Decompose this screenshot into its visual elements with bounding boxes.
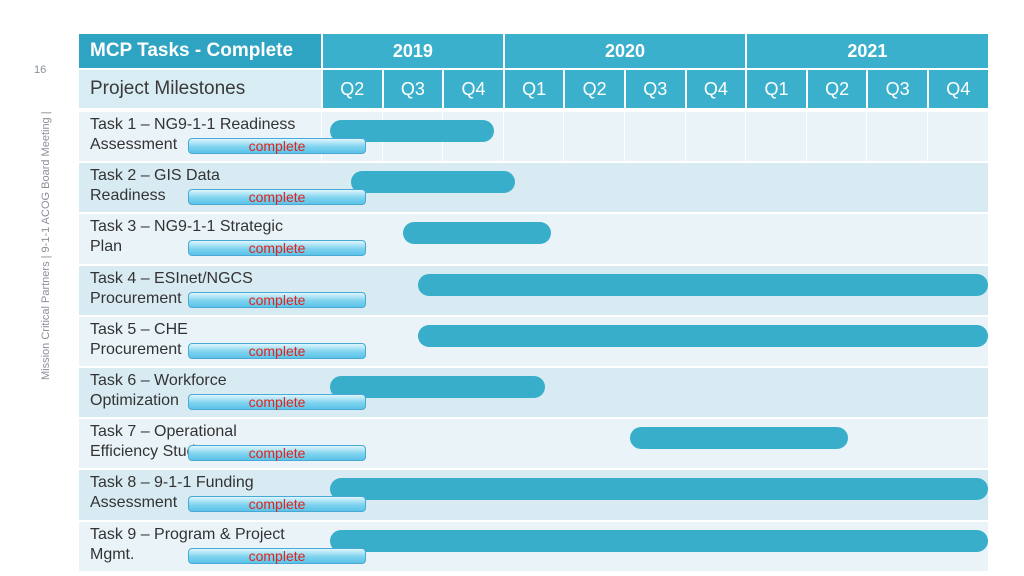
task-bar [417,324,988,347]
quarter-header: Q4 [684,70,746,108]
quarter-header: Q4 [442,70,503,108]
quarter-header: Q3 [381,70,443,108]
year-header: 2021 [745,34,988,68]
quarter-header: Q3 [624,70,685,108]
status-badge: complete [188,496,366,513]
task-bar [351,171,515,194]
grid-line [987,110,989,571]
task-label: Task 1 – NG9-1-1 Readiness Assessment [90,116,296,153]
task-label: Task 6 – Workforce Optimization [90,372,227,409]
table-subtitle: Project Milestones [79,70,321,108]
status-badge: complete [188,189,366,206]
task-label: Task 5 – CHE Procurement [90,320,188,358]
quarter-header: Q2 [321,70,382,108]
quarter-header: Q1 [745,70,806,108]
status-badge: complete [188,240,366,257]
task-bar [330,478,988,501]
task-bar [630,427,849,450]
gantt-chart: MCP Tasks - Complete Project Milestones … [79,34,989,571]
quarter-header: Q4 [927,70,988,108]
status-badge: complete [188,342,366,359]
quarter-header: Q1 [502,70,564,108]
task-label: Task 7 – Operational Efficiency Study [90,423,237,461]
task-bar [417,273,988,296]
status-badge: complete [188,138,366,154]
quarter-header: Q3 [866,70,927,108]
status-badge: complete [188,445,366,462]
side-label: Mission Critical Partners | 9-1-1 ACOG B… [40,111,52,380]
page-number: 16 [34,64,47,76]
status-badge: complete [188,291,366,308]
quarter-header: Q2 [563,70,624,108]
status-badge: complete [188,394,366,410]
task-bar [402,222,552,245]
task-bar [330,120,494,142]
year-header: 2019 [321,34,503,68]
task-label: Task 3 – NG9-1-1 Strategic Plan [90,218,283,256]
task-bar [330,529,988,552]
task-label: Task 2 – GIS Data Readiness [90,167,220,205]
status-badge: complete [188,547,366,564]
task-bar [330,376,546,398]
task-label: Task 8 – 9-1-1 Funding Assessment [90,474,254,512]
quarter-header: Q2 [805,70,867,108]
table-title: MCP Tasks - Complete [79,34,321,68]
year-header: 2020 [502,34,746,68]
task-label: Task 4 – ESInet/NGCS Procurement [90,269,253,307]
task-label: Task 9 – Program & Project Mgmt. [90,525,285,563]
